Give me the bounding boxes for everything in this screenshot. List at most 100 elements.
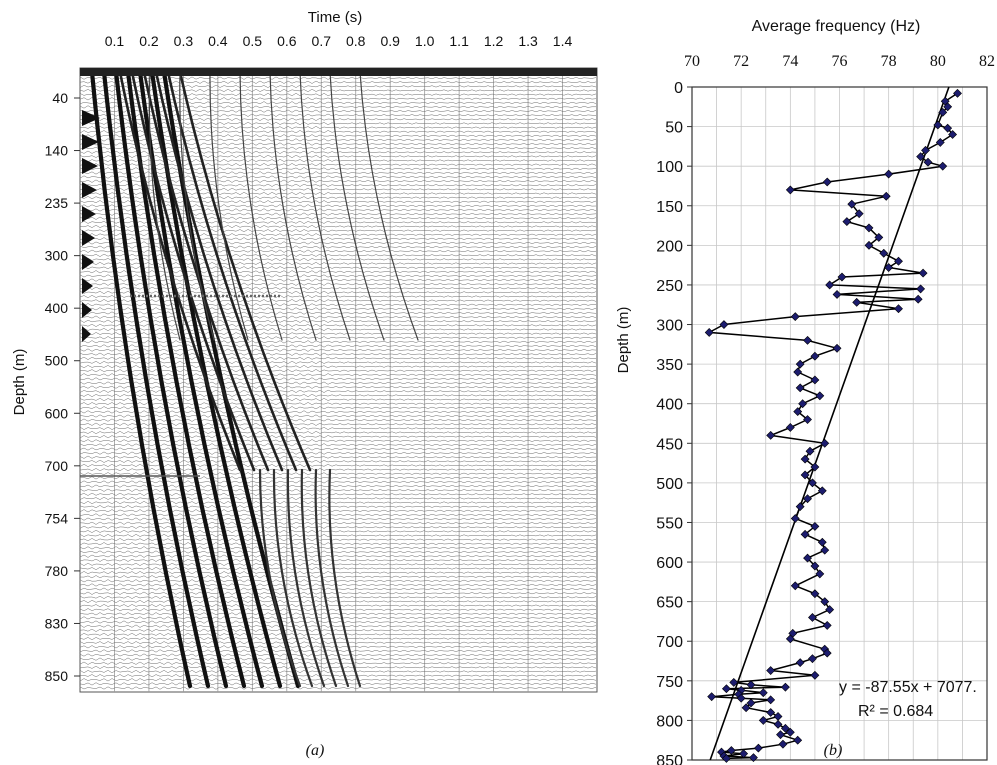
data-point bbox=[805, 446, 815, 456]
seismic-trace bbox=[79, 435, 597, 439]
seismic-trace bbox=[79, 678, 597, 682]
data-point bbox=[780, 682, 790, 692]
seismic-trace bbox=[79, 529, 597, 533]
seismic-trace bbox=[79, 319, 597, 323]
depth-tick-label: 500 bbox=[45, 353, 69, 369]
data-point bbox=[749, 753, 758, 763]
depth-tick-label: 140 bbox=[45, 143, 69, 159]
data-point bbox=[847, 199, 857, 209]
data-point bbox=[780, 723, 790, 733]
data-point bbox=[822, 620, 832, 630]
downgoing-wavefront bbox=[113, 69, 229, 689]
data-point bbox=[741, 703, 751, 713]
frequency-x-axis-title: Average frequency (Hz) bbox=[752, 18, 921, 35]
data-point bbox=[918, 268, 928, 278]
seismic-trace bbox=[79, 682, 597, 686]
data-point bbox=[736, 693, 746, 703]
data-point bbox=[808, 654, 817, 664]
data-point bbox=[808, 613, 817, 622]
frequency-tick-labels: 70 72 74 76 78 80 82 bbox=[684, 53, 995, 70]
data-point bbox=[773, 719, 783, 729]
upgoing-reflection bbox=[286, 468, 326, 688]
data-point bbox=[894, 256, 903, 266]
data-point bbox=[793, 367, 803, 377]
depth-tick-label: 250 bbox=[656, 278, 683, 295]
data-point bbox=[790, 514, 800, 523]
top-noise-band bbox=[80, 68, 597, 76]
data-point bbox=[773, 712, 783, 721]
data-point bbox=[820, 597, 830, 607]
time-tick-label: 0.8 bbox=[346, 33, 366, 49]
seismic-trace bbox=[79, 653, 597, 657]
seismic-trace bbox=[79, 657, 597, 661]
seismic-trace bbox=[79, 187, 597, 191]
data-point bbox=[790, 581, 800, 591]
data-point bbox=[721, 753, 731, 763]
seismic-trace bbox=[79, 126, 597, 130]
data-point bbox=[810, 522, 820, 531]
depth-tick-label: 50 bbox=[665, 120, 683, 137]
data-point bbox=[943, 102, 953, 112]
downgoing-wavefront bbox=[101, 69, 211, 689]
data-point bbox=[707, 692, 717, 702]
data-point bbox=[943, 123, 953, 133]
seismic-trace bbox=[79, 167, 597, 171]
data-point bbox=[820, 545, 830, 555]
seismic-trace bbox=[79, 179, 597, 183]
seismic-trace bbox=[79, 109, 597, 113]
panel-label-a: (a) bbox=[306, 742, 325, 759]
data-point bbox=[817, 537, 827, 547]
data-point bbox=[921, 145, 930, 155]
near-well-wedge bbox=[82, 326, 91, 342]
data-point bbox=[923, 157, 933, 167]
seismic-trace bbox=[79, 336, 597, 340]
data-point bbox=[810, 561, 820, 571]
seismic-trace bbox=[79, 566, 597, 571]
data-point bbox=[938, 161, 948, 171]
frequency-tick-label: 82 bbox=[979, 53, 995, 70]
seismic-trace bbox=[79, 595, 597, 599]
data-point bbox=[746, 698, 756, 708]
time-tick-label: 1.2 bbox=[484, 33, 504, 49]
data-point bbox=[916, 152, 926, 162]
data-point bbox=[795, 359, 805, 369]
depth-tick-label: 850 bbox=[656, 753, 683, 765]
data-point bbox=[894, 304, 903, 314]
near-well-wedge bbox=[82, 302, 92, 318]
seismic-trace bbox=[79, 665, 597, 669]
time-tick-label: 1.1 bbox=[449, 33, 469, 49]
data-point bbox=[785, 634, 795, 644]
seismic-trace bbox=[79, 632, 597, 637]
tube-wave bbox=[209, 71, 249, 341]
data-point bbox=[778, 739, 788, 749]
upgoing-reflection bbox=[142, 70, 270, 472]
near-well-wedge bbox=[82, 278, 93, 294]
depth-tick-label: 700 bbox=[656, 634, 683, 651]
seismic-trace bbox=[79, 159, 597, 163]
data-point bbox=[803, 553, 812, 563]
depth-tick-label: 450 bbox=[656, 436, 683, 453]
data-point bbox=[864, 223, 874, 233]
data-point bbox=[953, 88, 962, 98]
depth-tick-label: 400 bbox=[45, 300, 69, 316]
seismic-wave-arrivals bbox=[80, 68, 597, 689]
depth-tick-label: 0 bbox=[674, 80, 683, 97]
seismic-trace bbox=[79, 591, 597, 595]
data-point bbox=[704, 328, 714, 337]
time-tick-label: 0.4 bbox=[208, 33, 228, 49]
seismic-trace bbox=[79, 414, 597, 418]
seismic-trace bbox=[79, 253, 597, 257]
seismic-trace bbox=[79, 282, 597, 286]
data-point bbox=[766, 695, 776, 705]
depth-tick-label: 700 bbox=[45, 458, 69, 474]
data-point bbox=[822, 177, 832, 187]
frequency-panel-b: 70 72 74 76 78 80 82 0 50 100 150 200 250 300 350 400 4… bbox=[615, 18, 995, 765]
seismic-trace bbox=[79, 274, 597, 278]
seismic-trace bbox=[79, 620, 597, 624]
data-point bbox=[726, 746, 736, 755]
data-point bbox=[810, 462, 820, 472]
seismic-trace bbox=[79, 571, 597, 575]
depth-tick-label: 400 bbox=[656, 397, 683, 414]
seismic-trace bbox=[79, 431, 597, 435]
seismic-trace bbox=[79, 191, 597, 196]
